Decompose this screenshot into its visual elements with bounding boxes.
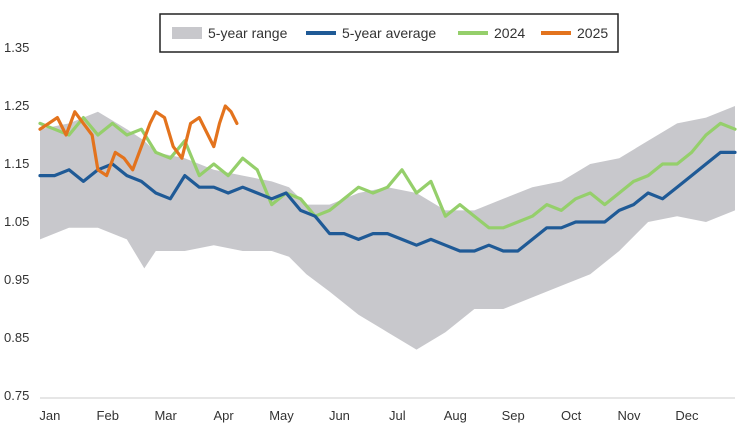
legend-label: 2025 <box>577 25 608 41</box>
legend-label: 2024 <box>494 25 525 41</box>
y-tick-label: 0.75 <box>4 388 29 403</box>
y-tick-label: 0.95 <box>4 272 29 287</box>
x-tick-label: Aug <box>444 408 467 423</box>
x-tick-label: Apr <box>213 408 234 423</box>
x-tick-label: Jan <box>39 408 60 423</box>
legend-label: 5-year range <box>208 25 288 41</box>
legend-label: 5-year average <box>342 25 436 41</box>
x-tick-label: Dec <box>675 408 699 423</box>
x-tick-label: Sep <box>502 408 525 423</box>
y-tick-label: 1.05 <box>4 214 29 229</box>
legend: 5-year range 5-year average 2024 2025 <box>160 14 618 52</box>
x-tick-label: Nov <box>617 408 641 423</box>
x-tick-label: Mar <box>154 408 177 423</box>
x-tick-label: Oct <box>561 408 582 423</box>
legend-swatch-band <box>172 27 202 39</box>
x-tick-label: Feb <box>97 408 119 423</box>
y-tick-label: 1.25 <box>4 98 29 113</box>
plot-area <box>40 106 735 350</box>
y-tick-label: 1.15 <box>4 156 29 171</box>
x-tick-label: May <box>269 408 294 423</box>
x-tick-label: Jun <box>329 408 350 423</box>
y-tick-label: 0.85 <box>4 330 29 345</box>
x-tick-label: Jul <box>389 408 406 423</box>
y-tick-label: 1.35 <box>4 40 29 55</box>
